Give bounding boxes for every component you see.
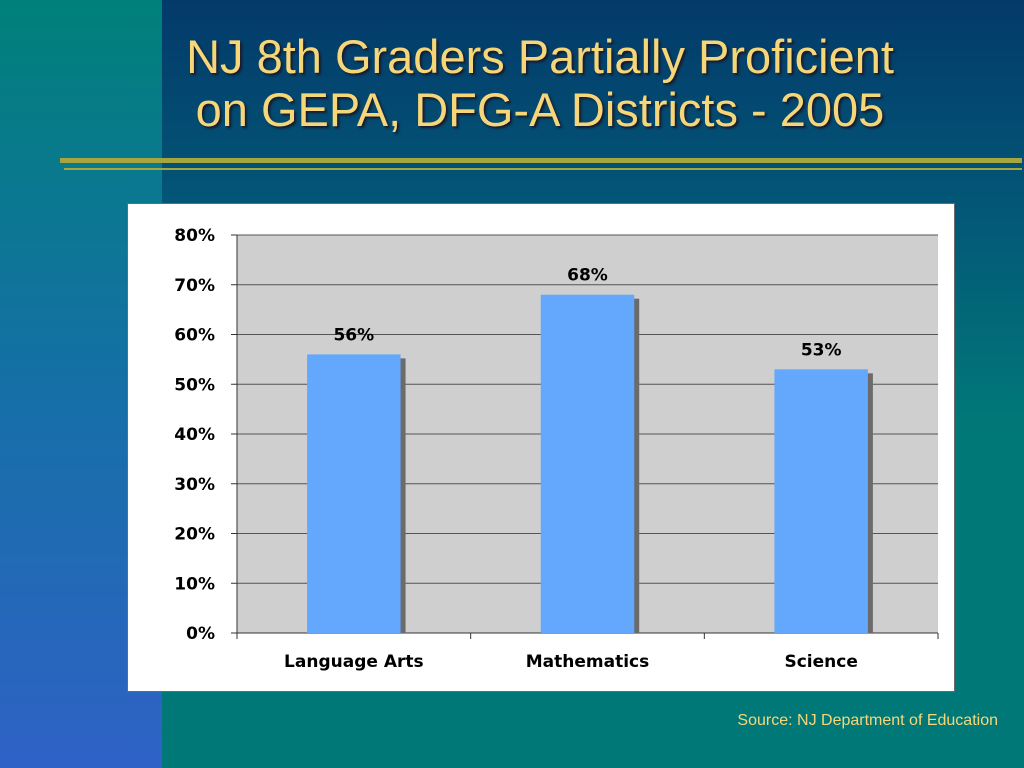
bar — [307, 354, 401, 633]
data-label: 68% — [567, 266, 608, 286]
bar — [774, 369, 868, 633]
chart-container: 0% 10% 20% 30% 40% 50% 60% 70% 80% 56% Language Ar… — [127, 203, 955, 692]
x-tick-label: Language Arts — [284, 652, 424, 672]
source-note: Source: NJ Department of Education — [737, 712, 998, 729]
y-tick-label: 40% — [174, 425, 215, 445]
data-label: 53% — [801, 340, 842, 360]
x-tick-label: Mathematics — [526, 652, 649, 672]
title-line-2: on GEPA, DFG-A Districts - 2005 — [195, 83, 885, 136]
data-label: 56% — [333, 325, 374, 345]
slide-title: NJ 8th Graders Partially Proficient on G… — [60, 30, 1020, 136]
bar-chart: 0% 10% 20% 30% 40% 50% 60% 70% 80% 56% Language Ar… — [174, 226, 939, 672]
y-tick-label: 70% — [174, 276, 215, 296]
y-tick-label: 30% — [174, 475, 215, 495]
title-divider-thin — [64, 168, 1022, 170]
title-divider — [60, 158, 1022, 163]
y-tick-label: 80% — [174, 226, 215, 246]
y-tick-label: 50% — [174, 375, 215, 395]
y-tick-label: 0% — [186, 624, 215, 644]
x-tick-label: Science — [784, 652, 857, 672]
y-tick-label: 10% — [174, 574, 215, 594]
bar — [540, 294, 635, 633]
y-tick-label: 20% — [174, 525, 215, 545]
y-tick-label: 60% — [174, 326, 215, 346]
title-line-1: NJ 8th Graders Partially Proficient — [186, 30, 894, 83]
